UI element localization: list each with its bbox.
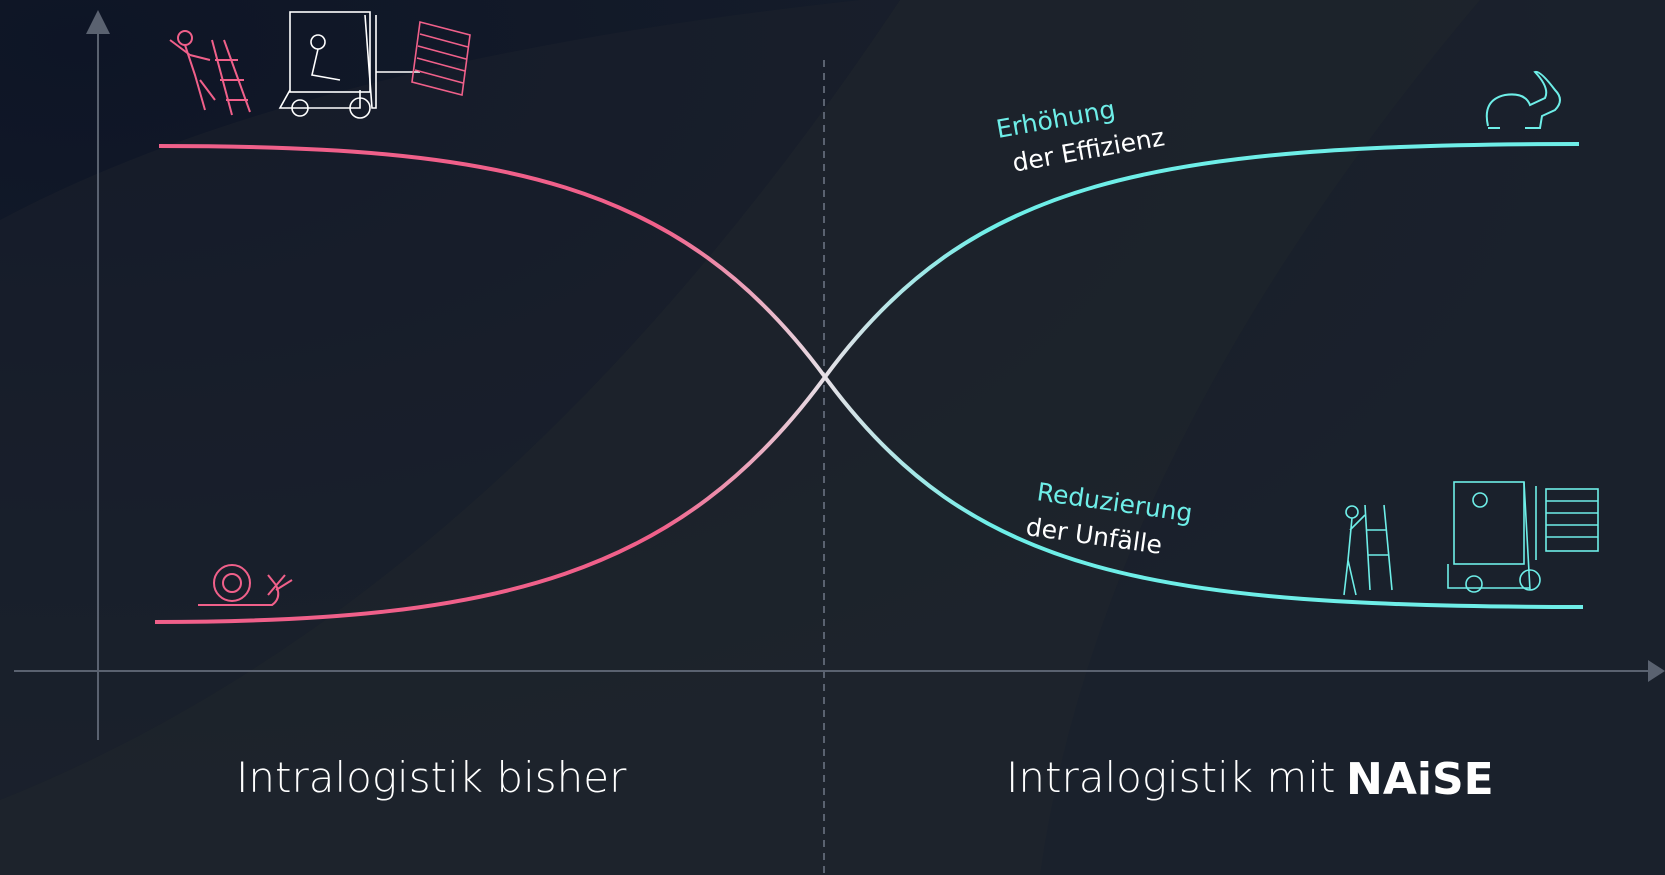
illustration: Erhöhung der Effizienz Reduzierung der U… [0,0,1665,875]
logo: NAiSE [1346,754,1494,805]
left-caption: Intralogistik bisher [236,753,627,802]
right-caption: Intralogistik mit [1006,753,1335,802]
